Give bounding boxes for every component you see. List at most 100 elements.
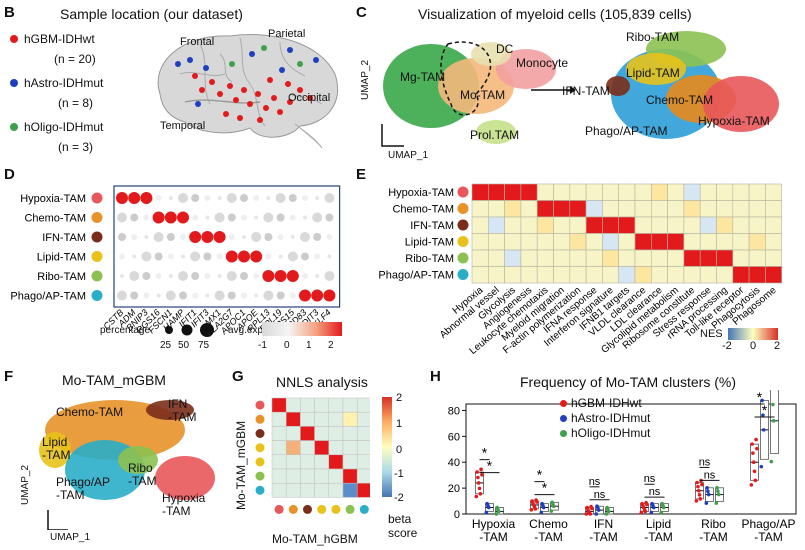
dotplot-dot — [324, 271, 335, 281]
dotplot-dot — [240, 194, 248, 202]
nes-cell — [634, 249, 652, 267]
data-point — [549, 509, 554, 513]
panel-b-legend: hGBM-IDHwt (n = 20) hAstro-IDHmut (n = 8… — [10, 30, 140, 162]
row-color-dot — [457, 236, 469, 247]
dotplot-dot — [314, 253, 321, 260]
row-color-dot — [91, 251, 103, 262]
sig-label: ns — [594, 489, 606, 501]
size-legend-75: 75 — [198, 340, 210, 351]
beta-legend-m2: -2 — [394, 492, 404, 504]
data-point — [700, 482, 704, 487]
y-tick-label: 20 — [448, 483, 460, 495]
sig-label: ns — [699, 456, 711, 468]
nes-cell — [602, 183, 619, 201]
lobe-frontal: Frontal — [180, 36, 215, 48]
umap-myeloid — [381, 31, 779, 147]
data-point — [751, 451, 755, 455]
data-point — [696, 484, 700, 489]
nnls-cell — [356, 440, 370, 456]
nnls-cell — [285, 482, 301, 498]
data-point — [755, 446, 759, 451]
dotplot-dot — [156, 293, 161, 298]
nes-cell — [765, 249, 782, 267]
nnls-cell — [328, 440, 344, 456]
data-point — [478, 492, 483, 496]
dotplot-dot — [190, 251, 201, 262]
beta-legend-title: beta score — [388, 512, 418, 540]
nnls-cell — [285, 426, 301, 441]
nes-row-label: IFN-TAM — [410, 220, 454, 232]
nes-cell — [553, 233, 571, 251]
sig-label: ns — [649, 486, 661, 498]
nnls-cell — [271, 454, 287, 470]
x-category-label: -TAM — [479, 530, 507, 544]
dotplot-dot — [253, 273, 260, 279]
nes-cell — [504, 216, 522, 234]
nnls-cell — [342, 468, 358, 484]
nnls-cell — [342, 482, 358, 498]
data-point — [754, 437, 758, 442]
blue-dot-icon — [560, 415, 567, 422]
nnls-cell — [300, 397, 315, 413]
data-point — [476, 481, 481, 485]
beta-legend-bar — [382, 397, 392, 497]
panel-b-label: B — [4, 4, 15, 21]
dotplot-row-label: IFN-TAM — [42, 232, 86, 244]
dotplot-dot — [152, 211, 165, 224]
sig-label: * — [487, 458, 493, 474]
dotplot-dot — [140, 192, 153, 204]
nes-cell — [748, 183, 766, 201]
nes-row-label: Lipid-TAM — [405, 237, 454, 249]
dotplot-dot — [117, 290, 127, 301]
sig-label: ns — [704, 469, 716, 481]
data-point — [594, 512, 599, 516]
nes-cell — [667, 266, 685, 284]
dotplot-dot — [311, 289, 324, 302]
nes-cell — [488, 216, 505, 234]
nnls-cell — [285, 411, 301, 427]
dotplot-dot — [254, 215, 259, 220]
dotplot-dot — [191, 194, 200, 202]
brain-illustration — [157, 34, 339, 149]
dotplot-dot — [143, 214, 150, 221]
cluster-ifn: IFN-TAM — [562, 84, 610, 98]
nes-cell — [488, 233, 505, 251]
sig-label: * — [757, 390, 763, 405]
nnls-row-dot — [255, 443, 265, 453]
dotplot-frame — [113, 185, 341, 308]
nes-cell — [618, 266, 636, 284]
nnls-row-dot — [255, 400, 265, 410]
nnls-col-dot — [303, 504, 312, 514]
data-point — [769, 459, 774, 464]
data-point — [716, 492, 721, 497]
dotplot-dot — [289, 292, 296, 299]
nnls-cell — [285, 440, 301, 456]
nes-cell — [732, 200, 750, 218]
f-cluster-chemo: Chemo-TAM — [56, 405, 124, 419]
beta-legend-m1: -1 — [394, 468, 404, 480]
nes-cell — [765, 200, 782, 218]
data-point — [590, 506, 594, 511]
dotplot-dot — [130, 291, 139, 300]
data-point — [604, 512, 609, 516]
dotplot-dot — [250, 250, 263, 263]
cluster-dc: DC — [496, 42, 514, 56]
nes-row-label: Chemo-TAM — [392, 204, 454, 216]
nes-cell — [683, 216, 701, 234]
data-point — [596, 508, 601, 512]
dotplot-dot — [312, 212, 323, 223]
dotplot-dot — [324, 193, 335, 203]
panel-d-label: D — [4, 166, 15, 183]
lobe-occipital: Occipital — [288, 92, 331, 104]
lobe-temporal: Temporal — [160, 120, 206, 132]
dotplot-dot — [275, 193, 286, 203]
dotplot-dot — [119, 253, 125, 260]
legend-item-oligo: hOligo-IDHmut — [10, 118, 140, 140]
nnls-cell — [328, 426, 344, 441]
f-cluster-hypoxia: Hypoxia -TAM — [162, 491, 206, 518]
cluster-prol-tam: Prol.TAM — [470, 128, 520, 142]
dotplot-dot — [201, 231, 214, 243]
beta-legend-2: 2 — [396, 392, 403, 404]
color-legend-0: 0 — [284, 340, 290, 351]
nnls-cell — [314, 411, 330, 427]
